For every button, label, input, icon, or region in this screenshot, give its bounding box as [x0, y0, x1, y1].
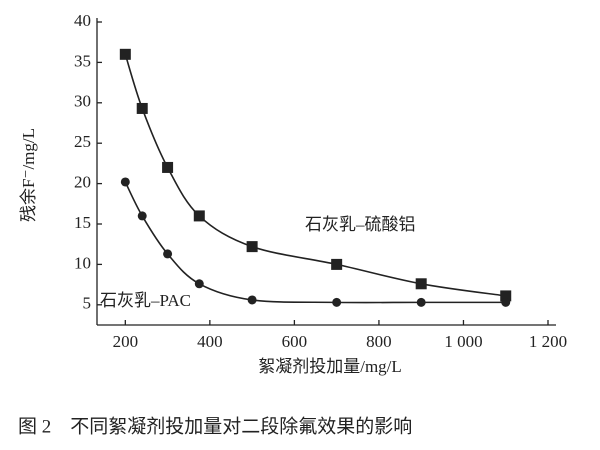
circle-marker: [137, 211, 147, 221]
circle-marker: [501, 297, 511, 307]
square-marker: [500, 290, 512, 302]
square-marker: [415, 278, 427, 290]
series-label: 石灰乳–PAC: [100, 291, 191, 310]
circle-marker: [163, 249, 173, 259]
square-marker: [119, 48, 131, 60]
x-axis-label: 絮凝剂投加量/mg/L: [258, 357, 402, 376]
x-tick-label: 1 200: [529, 332, 567, 351]
y-tick-label: 10: [74, 253, 91, 272]
square-marker: [136, 102, 148, 114]
x-tick-label: 400: [197, 332, 223, 351]
y-tick-label: 5: [83, 294, 92, 313]
square-marker: [246, 241, 258, 253]
y-axis-label: 残余F⁻/mg/L: [19, 128, 38, 222]
y-tick-label: 40: [74, 11, 91, 30]
circle-marker: [194, 279, 204, 289]
series-line: [124, 181, 506, 304]
x-tick-label: 800: [366, 332, 392, 351]
series-line: [124, 54, 506, 297]
y-tick-label: 20: [74, 173, 91, 192]
y-tick-label: 30: [74, 92, 91, 111]
y-tick-label: 15: [74, 213, 91, 232]
square-marker: [193, 210, 205, 222]
x-tick-label: 200: [113, 332, 139, 351]
y-tick-label: 25: [74, 132, 91, 151]
caption: 图 2 不同絮凝剂投加量对二段除氟效果的影响: [18, 415, 412, 437]
y-tick-label: 35: [74, 51, 91, 70]
x-tick-label: 600: [282, 332, 308, 351]
square-marker: [162, 161, 174, 173]
series-label: 石灰乳–硫酸铝: [305, 215, 416, 234]
square-marker: [331, 258, 343, 270]
circle-marker: [416, 297, 426, 307]
circle-marker: [332, 297, 342, 307]
circle-marker: [247, 295, 257, 305]
x-tick-label: 1 000: [444, 332, 482, 351]
circle-marker: [120, 177, 130, 187]
